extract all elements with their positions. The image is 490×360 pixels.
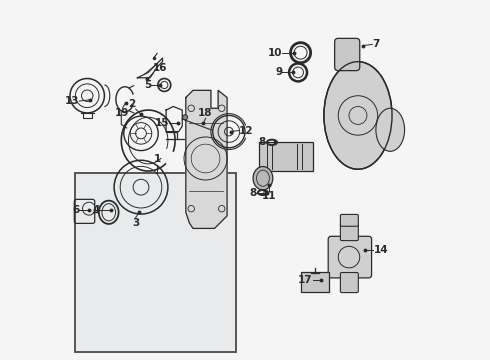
Text: 10: 10 — [268, 48, 282, 58]
Text: 17: 17 — [298, 275, 313, 285]
Text: 6: 6 — [72, 206, 79, 216]
Text: 1: 1 — [153, 153, 161, 163]
FancyBboxPatch shape — [301, 272, 329, 292]
Polygon shape — [186, 90, 227, 228]
Text: 5: 5 — [144, 80, 151, 90]
Text: 2: 2 — [128, 99, 136, 109]
Text: 19: 19 — [115, 108, 129, 118]
Text: 14: 14 — [373, 245, 388, 255]
FancyBboxPatch shape — [259, 142, 313, 171]
Text: 11: 11 — [262, 192, 277, 202]
Text: 3: 3 — [132, 218, 139, 228]
Text: 8: 8 — [259, 137, 266, 147]
Text: 12: 12 — [239, 126, 253, 135]
Text: 16: 16 — [153, 63, 168, 73]
FancyBboxPatch shape — [335, 39, 360, 71]
Bar — [74, 173, 236, 352]
Text: 13: 13 — [65, 96, 79, 106]
FancyBboxPatch shape — [328, 236, 371, 278]
Ellipse shape — [324, 62, 392, 169]
Text: 7: 7 — [372, 40, 380, 49]
FancyBboxPatch shape — [341, 224, 358, 240]
Text: 18: 18 — [198, 108, 213, 118]
Text: 8: 8 — [249, 188, 256, 198]
Ellipse shape — [376, 108, 405, 151]
Text: 4: 4 — [93, 206, 100, 216]
Text: 9: 9 — [275, 67, 282, 77]
Ellipse shape — [253, 167, 273, 190]
Circle shape — [183, 115, 188, 120]
FancyBboxPatch shape — [341, 273, 358, 293]
FancyBboxPatch shape — [341, 215, 358, 226]
Text: 15: 15 — [154, 118, 169, 128]
